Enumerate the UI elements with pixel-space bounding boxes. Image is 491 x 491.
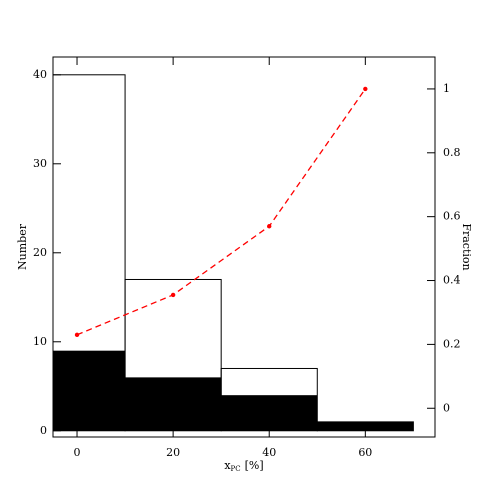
x-tick-label: 20 (166, 446, 180, 459)
x-label-main: x (224, 459, 231, 472)
x-tick-label: 0 (74, 446, 81, 459)
x-label-unit: [%] (245, 459, 264, 472)
y-axis-label: Number (16, 223, 29, 270)
fraction-point (170, 292, 176, 298)
plot-area (53, 74, 414, 432)
y2-axis-label: Fraction (460, 223, 473, 270)
y2-tick-label: 0 (443, 401, 450, 414)
hist-bar (125, 377, 222, 431)
fraction-line (76, 88, 366, 336)
y-tick-label: 0 (40, 424, 47, 437)
fraction-point (267, 224, 272, 229)
fraction-point (363, 86, 368, 92)
x-tick-label: 40 (262, 446, 276, 459)
y-tick-label: 20 (33, 246, 47, 259)
y-tick-label: 10 (33, 335, 47, 348)
x-tick-label: 60 (358, 446, 372, 459)
y2-tick-label: 0.8 (443, 146, 461, 159)
x-label-sub: PC (231, 465, 241, 473)
y2-tick-label: 0.6 (443, 210, 461, 223)
y2-tick-label: 0.4 (443, 274, 461, 287)
y-tick-label: 40 (33, 68, 47, 81)
x-axis-label: xPC [%] (224, 459, 263, 473)
y2-tick-label: 0.2 (443, 337, 461, 350)
frame (52, 56, 436, 438)
hist-bar (221, 395, 318, 431)
hist-bar (317, 421, 414, 431)
hist-bar (53, 350, 126, 431)
y-tick-label: 30 (33, 157, 47, 170)
fraction-point (74, 332, 80, 338)
y2-tick-label: 1 (443, 82, 450, 95)
